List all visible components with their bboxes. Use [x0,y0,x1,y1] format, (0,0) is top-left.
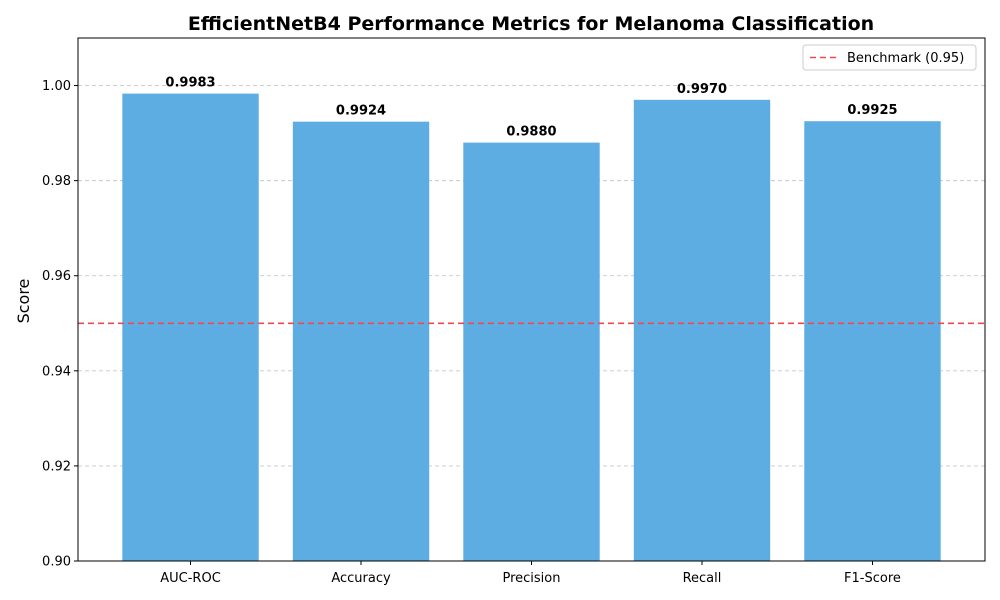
bar [292,121,430,562]
plot-frame [77,37,986,562]
bar [463,142,600,561]
y-tick-label: 1.00 [42,79,71,94]
y-axis-label: Score [14,279,33,324]
legend-label-benchmark: Benchmark (0.95) [847,51,964,66]
bar-data-label: 0.9983 [165,76,215,91]
bar-data-label: 0.9925 [847,103,897,118]
x-tick-label: AUC-ROC [160,571,221,586]
bar [804,121,941,562]
label-layer: 0.9983 0.9924 0.9880 0.9970 0.9925 [165,76,897,140]
x-tick-label: Precision [502,571,560,586]
legend: Benchmark (0.95) [802,44,977,71]
y-tick-label: 0.96 [42,269,71,284]
y-tick-label: 0.94 [42,364,71,379]
x-tick-label: Accuracy [331,571,391,586]
y-tick-label: 0.92 [42,459,71,474]
axes-layer: 0.90 0.92 0.94 0.96 0.98 1.00 AUC-ROC Accuracy P… [42,37,986,586]
bar-data-label: 0.9880 [506,125,556,140]
chart-title: EfficientNetB4 Performance Metrics for M… [188,13,874,35]
bar-data-label: 0.9970 [677,82,727,97]
x-tick-label: F1-Score [844,571,901,586]
bar [633,99,771,562]
bar [122,93,259,562]
x-tick-label: Recall [683,571,722,586]
bar-data-label: 0.9924 [336,104,386,119]
legend-frame [802,44,977,71]
y-tick-label: 0.98 [42,174,71,189]
bar-layer [122,93,941,562]
y-tick-label: 0.90 [42,555,71,570]
